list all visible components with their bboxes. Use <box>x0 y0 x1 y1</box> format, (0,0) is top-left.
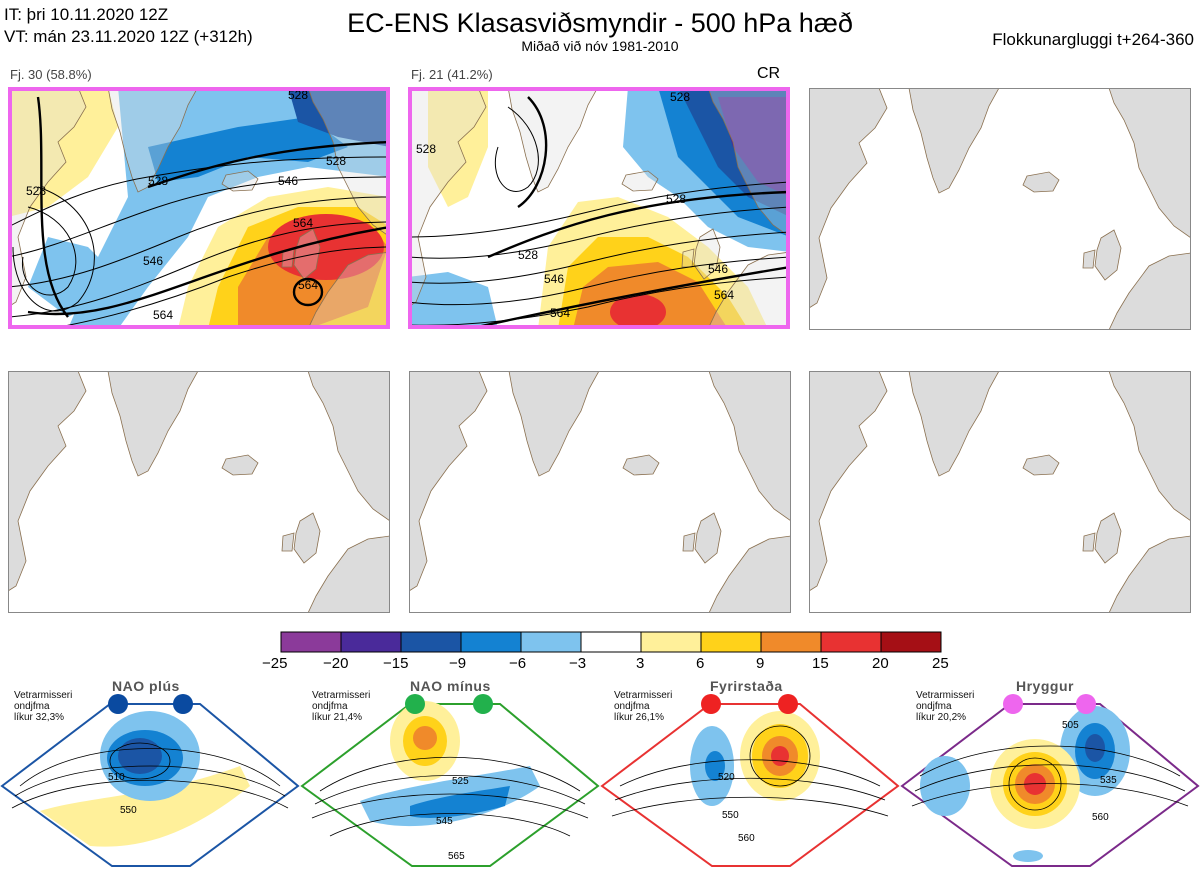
contour-label: 528 <box>416 142 436 156</box>
regime-contour-label: 560 <box>738 833 755 844</box>
colorbar-swatch <box>580 631 642 653</box>
regime-ridge: Hryggur Vetrarmisseri ondjfma líkur 20,2% … <box>900 676 1200 871</box>
regime-map: 520 550 560 <box>600 694 900 867</box>
colorbar-tick: −9 <box>449 655 467 672</box>
cluster-map-1-plot: 528 528 528 546 546 564 564 564 528 <box>12 91 386 325</box>
contour-label: 564 <box>293 216 313 230</box>
classification-window: Flokkunargluggi t+264-360 <box>992 30 1194 49</box>
colorbar-ticks: −25 −20 −15 −9 −6 −3 3 6 9 15 20 25 <box>240 655 960 675</box>
colorbar-swatch <box>340 631 402 653</box>
contour-label: 564 <box>153 308 173 322</box>
regime-map: 525 545 565 <box>300 694 600 867</box>
contour-label: 546 <box>278 174 298 188</box>
colorbar-swatch <box>820 631 882 653</box>
colorbar-tick: 15 <box>812 655 829 672</box>
regime-contour-label: 510 <box>108 772 125 783</box>
colorbar-tick: 9 <box>756 655 765 672</box>
cluster-map-3[interactable] <box>809 88 1191 330</box>
contour-label: 528 <box>26 184 46 198</box>
regime-probability: Vetrarmisseri ondjfma líkur 21,4% <box>312 690 371 723</box>
contour-label: 528 <box>148 174 168 188</box>
cluster-map-2-plot: 528 528 528 546 546 564 564 528 <box>412 91 786 325</box>
regime-probability: Vetrarmisseri ondjfma líkur 26,1% <box>614 690 673 723</box>
colorbar-swatch <box>700 631 762 653</box>
page-title: EC-ENS Klasasviðsmyndir - 500 hPa hæð <box>347 8 853 38</box>
regime-title: NAO mínus <box>410 678 491 694</box>
cluster-1-label: Fj. 30 (58.8%) <box>10 67 92 82</box>
colorbar-tick: 20 <box>872 655 889 672</box>
regime-contour-label: 545 <box>436 816 453 827</box>
colorbar-swatch <box>760 631 822 653</box>
cluster-2-label: Fj. 21 (41.2%) <box>411 67 493 82</box>
colorbar-tick: −15 <box>383 655 409 672</box>
page-subtitle: Miðað við nóv 1981-2010 <box>521 38 679 54</box>
contour-label: 546 <box>708 262 728 276</box>
cluster-map-2[interactable]: 528 528 528 546 546 564 564 528 <box>408 87 790 329</box>
header-info: IT: þri 10.11.2020 12Z VT: mán 23.11.202… <box>4 4 253 48</box>
colorbar-swatch <box>520 631 582 653</box>
regime-nao-plus: NAO plús Vetrarmisseri ondjfma líkur 32,3%… <box>0 676 300 871</box>
colorbar-tick: −25 <box>262 655 288 672</box>
regime-contour-label: 505 <box>1062 720 1079 731</box>
colorbar-swatch <box>280 631 342 653</box>
cluster-2-tag: CR <box>757 65 781 82</box>
cluster-map-6[interactable] <box>809 371 1191 613</box>
regime-contour-label: 525 <box>452 776 469 787</box>
contour-label: 564 <box>298 278 318 292</box>
regime-title: Hryggur <box>1016 678 1074 694</box>
colorbar-tick: −3 <box>569 655 587 672</box>
regime-contour-label: 550 <box>120 805 137 816</box>
regime-title: NAO plús <box>112 678 180 694</box>
regime-contour-label: 535 <box>1100 775 1117 786</box>
regime-nao-minus: NAO mínus Vetrarmisseri ondjfma líkur 21,4… <box>300 676 600 871</box>
colorbar-swatch <box>400 631 462 653</box>
cluster-map-4[interactable] <box>8 371 390 613</box>
map-background <box>410 372 790 612</box>
regime-map: 505 535 560 <box>900 694 1200 867</box>
contour-label: 528 <box>518 248 538 262</box>
map-background <box>810 89 1190 329</box>
map-background <box>9 372 389 612</box>
regime-map: 510 550 <box>0 694 300 867</box>
regime-contour-label: 550 <box>722 810 739 821</box>
colorbar-swatch <box>880 631 942 653</box>
contour-label: 528 <box>288 91 308 102</box>
valid-time: VT: mán 23.11.2020 12Z (+312h) <box>4 27 253 46</box>
initial-time: IT: þri 10.11.2020 12Z <box>4 5 169 24</box>
regime-blocking: Fyrirstaða Vetrarmisseri ondjfma líkur 26,… <box>600 676 900 871</box>
cluster-map-1[interactable]: 528 528 528 546 546 564 564 564 528 <box>8 87 390 329</box>
colorbar-tick: 25 <box>932 655 949 672</box>
regime-contour-label: 560 <box>1092 812 1109 823</box>
map-background <box>810 372 1190 612</box>
colorbar-tick: −6 <box>509 655 527 672</box>
colorbar <box>280 631 945 658</box>
cluster-map-5[interactable] <box>409 371 791 613</box>
contour-label: 546 <box>143 254 163 268</box>
colorbar-swatch <box>460 631 522 653</box>
regime-title: Fyrirstaða <box>710 678 783 694</box>
regime-contour-label: 565 <box>448 851 465 862</box>
contour-label: 528 <box>326 154 346 168</box>
contour-label: 564 <box>550 306 570 320</box>
contour-label: 564 <box>714 288 734 302</box>
contour-label: 546 <box>544 272 564 286</box>
regime-probability: Vetrarmisseri ondjfma líkur 32,3% <box>14 690 73 723</box>
regime-contour-label: 520 <box>718 772 735 783</box>
colorbar-tick: −20 <box>323 655 349 672</box>
regime-probability: Vetrarmisseri ondjfma líkur 20,2% <box>916 690 975 723</box>
colorbar-tick: 3 <box>636 655 645 672</box>
contour-label: 528 <box>670 91 690 104</box>
colorbar-swatch <box>640 631 702 653</box>
colorbar-tick: 6 <box>696 655 705 672</box>
colorbar-swatches <box>280 631 942 653</box>
contour-label: 528 <box>666 192 686 206</box>
